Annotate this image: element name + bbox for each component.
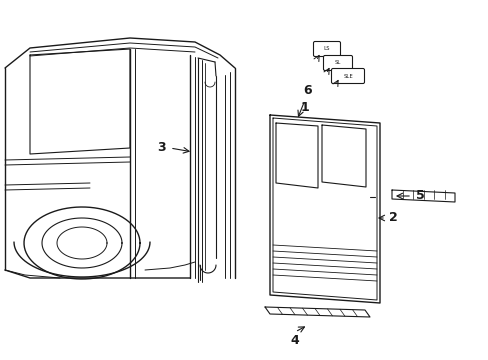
FancyBboxPatch shape xyxy=(313,41,340,57)
Text: SL: SL xyxy=(334,60,341,66)
FancyBboxPatch shape xyxy=(323,55,352,71)
Text: SLE: SLE xyxy=(343,73,352,78)
Text: 3: 3 xyxy=(157,141,166,154)
Text: 1: 1 xyxy=(300,102,309,114)
Text: 5: 5 xyxy=(415,189,424,202)
Text: LS: LS xyxy=(323,46,329,51)
Text: 2: 2 xyxy=(388,211,397,225)
FancyBboxPatch shape xyxy=(331,68,364,84)
Text: 4: 4 xyxy=(290,333,299,346)
Text: 6: 6 xyxy=(303,84,312,96)
